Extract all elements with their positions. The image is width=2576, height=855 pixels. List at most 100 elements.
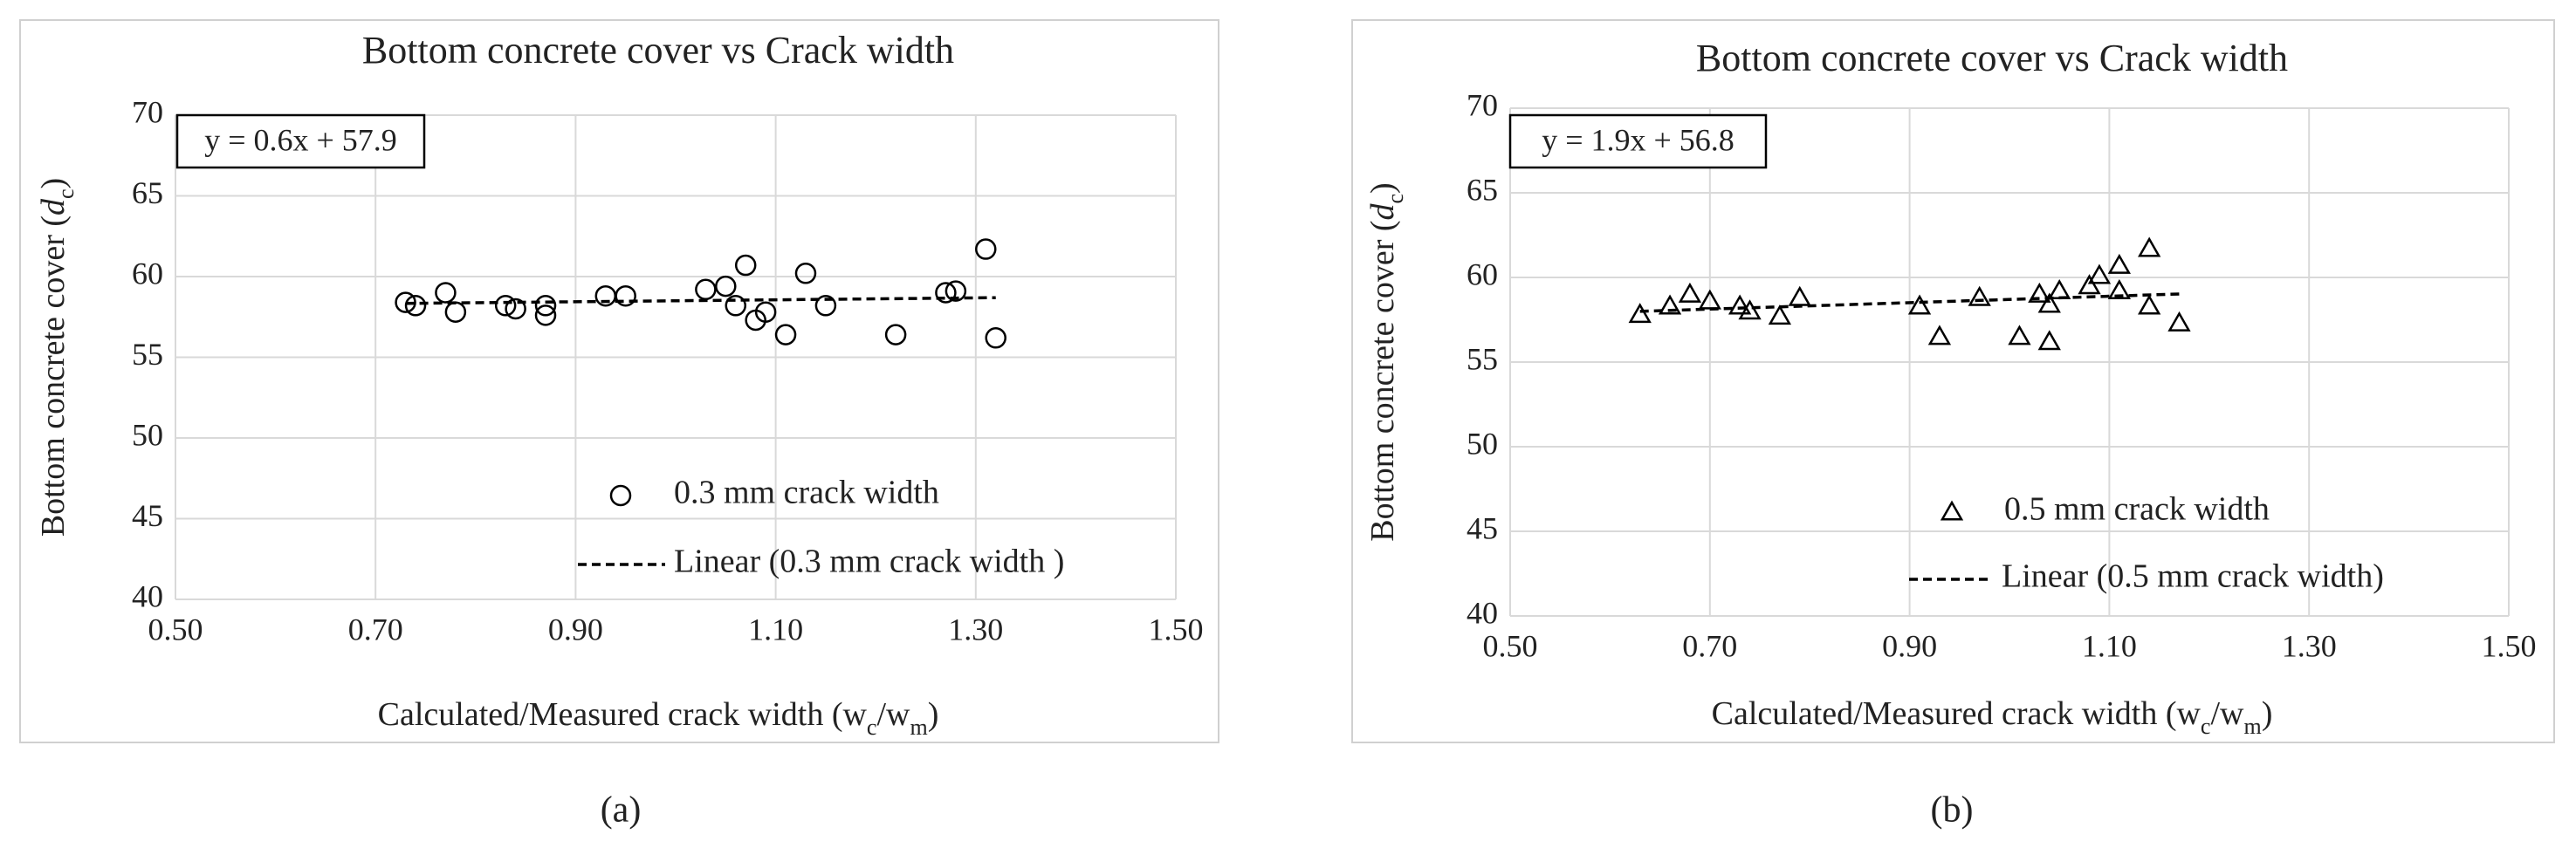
y-tick-label: 55 (132, 337, 163, 372)
point (1628, 303, 1652, 324)
point (2107, 279, 2131, 300)
chart-title: Bottom concrete cover vs Crack width (362, 29, 954, 72)
x-tick-label: 0.90 (548, 612, 603, 646)
point (754, 301, 777, 323)
x-axis-label: Calculated/Measured crack width (wc/wm) (378, 696, 939, 741)
x-axis-label-part: ) (928, 696, 939, 733)
point (1968, 285, 1991, 306)
point (794, 263, 817, 284)
x-tick-label: 1.50 (2482, 628, 2537, 663)
legend-label: Linear (0.5 mm crack width) (2002, 558, 2384, 595)
x-axis-label-part: m (910, 715, 927, 740)
x-tick-label: 0.70 (1682, 628, 1737, 663)
y-axis-label-part: Bottom concrete cover ( (35, 215, 72, 537)
x-tick-label: 0.70 (348, 612, 403, 646)
y-tick-label: 50 (132, 417, 163, 452)
y-tick-label: 40 (132, 578, 163, 613)
point (1907, 294, 1932, 315)
point (534, 304, 557, 326)
y-tick-label: 40 (1467, 595, 1498, 630)
point (774, 324, 797, 345)
legend-label: 0.5 mm crack width (2004, 491, 2270, 528)
y-tick-label: 45 (132, 498, 163, 533)
point (1768, 304, 1792, 325)
y-tick-label: 65 (1467, 172, 1498, 207)
point (2078, 274, 2101, 295)
point (494, 295, 517, 317)
point (404, 295, 427, 317)
y-axis-label-part: c (1383, 194, 1408, 204)
point (1738, 299, 1762, 320)
point (2167, 311, 2191, 332)
point (2048, 279, 2071, 300)
x-tick-label: 1.30 (948, 612, 1003, 646)
y-tick-label: 60 (132, 256, 163, 291)
legend-marker (1940, 500, 1964, 521)
y-axis-label-part: ) (35, 178, 72, 189)
point (534, 295, 557, 317)
equation-box (175, 113, 426, 169)
point (395, 291, 416, 313)
point (734, 254, 757, 277)
equation-label: y = 1.9x + 56.8 (1542, 122, 1735, 157)
y-axis-label-part: c (53, 188, 79, 199)
point (975, 238, 997, 260)
point (2037, 292, 2061, 313)
x-axis-label-part: Calculated/Measured crack width (w (378, 696, 868, 733)
y-axis-label-part: ) (1364, 182, 1401, 194)
point (814, 295, 837, 317)
chart-panel: Bottom concrete cover vs Crack width 40 45… (1351, 19, 2555, 831)
point (2008, 325, 2031, 345)
x-axis-label-part: ) (2262, 695, 2273, 732)
y-axis-label-part: d (35, 198, 72, 215)
x-axis-label-part: c (2201, 714, 2211, 739)
x-axis-label: Calculated/Measured crack width (wc/wm) (1712, 695, 2273, 740)
point (505, 298, 526, 320)
point (935, 282, 957, 304)
x-axis-label-part: m (2243, 714, 2261, 739)
chart-panel: Bottom concrete cover vs Crack width 40 45… (19, 19, 1219, 831)
x-axis-label-part: /w (876, 696, 910, 733)
equation-label: y = 0.6x + 57.9 (204, 122, 397, 157)
x-tick-label: 0.50 (1483, 628, 1538, 663)
chart-title: Bottom concrete cover vs Crack width (1696, 37, 2288, 79)
y-axis-label: Bottom concrete cover (dc) (1364, 182, 1409, 541)
y-tick-label: 45 (1467, 510, 1498, 545)
x-axis-label-part: c (867, 715, 877, 740)
y-tick-label: 60 (1467, 256, 1498, 291)
point (2028, 282, 2051, 303)
x-tick-label: 1.10 (2082, 628, 2137, 663)
y-tick-label: 70 (132, 94, 163, 129)
point (1698, 289, 1721, 310)
point (1658, 294, 1682, 315)
point (2037, 330, 2061, 351)
y-axis-label-part: d (1364, 202, 1401, 220)
legend-label: Linear (0.3 mm crack width ) (674, 544, 1064, 580)
y-tick-label: 70 (1467, 87, 1498, 122)
x-tick-label: 1.10 (748, 612, 803, 646)
y-tick-label: 55 (1467, 341, 1498, 376)
y-axis-label-part: Bottom concrete cover ( (1364, 220, 1401, 541)
x-axis-label-part: Calculated/Measured crack width (w (1712, 695, 2202, 732)
point (1728, 294, 1752, 315)
y-tick-label: 50 (1467, 426, 1498, 461)
x-tick-label: 0.90 (1882, 628, 1937, 663)
point (725, 295, 747, 317)
y-axis-label: Bottom concrete cover (dc) (35, 178, 79, 537)
point (884, 324, 907, 345)
point (715, 275, 737, 298)
point (2087, 263, 2112, 284)
x-axis-label-part: /w (2210, 695, 2244, 732)
point (435, 282, 457, 304)
point (2138, 236, 2161, 257)
point (2138, 294, 2161, 315)
point (1788, 285, 1811, 306)
point (1927, 325, 1952, 345)
x-tick-label: 1.30 (2282, 628, 2337, 663)
y-tick-label: 65 (132, 175, 163, 210)
legend-label: 0.3 mm crack width (674, 475, 939, 511)
panel-label: (a) (601, 790, 642, 831)
equation-box (1508, 113, 1768, 169)
panel-label: (b) (1931, 790, 1974, 831)
